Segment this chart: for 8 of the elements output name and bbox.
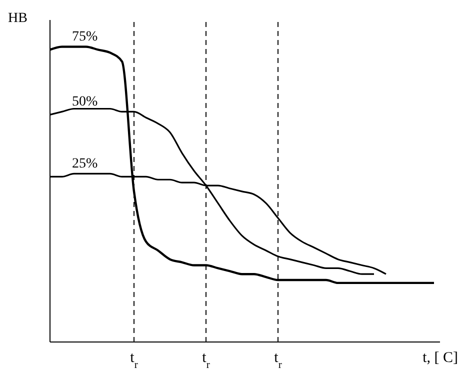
x-tick-label: t$_{r}$ xyxy=(202,350,210,370)
series-label: 75% xyxy=(72,30,98,45)
x-tick-label: t$_{r}$ xyxy=(274,350,282,370)
x-tick-label: t$_{r}$ xyxy=(130,350,138,370)
series-label: 50% xyxy=(72,94,98,110)
x-axis-title: t, [ C] xyxy=(422,350,458,366)
series-label: 25% xyxy=(72,156,98,172)
y-axis-title: HB xyxy=(8,11,28,26)
